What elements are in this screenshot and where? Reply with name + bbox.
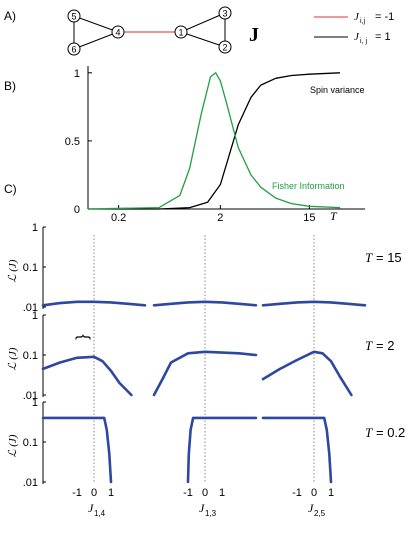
panel-c-y-tick-label: .01 bbox=[23, 477, 38, 489]
node-2-label: 2 bbox=[222, 43, 227, 53]
likelihood-curve bbox=[186, 416, 258, 484]
panel-c-y-tick-label: 0.1 bbox=[23, 437, 38, 449]
panel-c-y-tick-label: .01 bbox=[23, 390, 38, 402]
panel-c-x-tick-label: -1 bbox=[292, 487, 302, 499]
series-label-spin-variance: Spin variance bbox=[310, 85, 365, 95]
panel-c-x-axis-symbol: J bbox=[199, 501, 205, 515]
likelihood-curve bbox=[41, 355, 133, 397]
panel-b-chart: Spin variance Fisher Information T 0.2 2 1… bbox=[65, 66, 365, 224]
node-2: 2 bbox=[218, 40, 232, 54]
likelihood-curve bbox=[261, 300, 367, 307]
node-5-label: 5 bbox=[71, 12, 76, 22]
likelihood-curve bbox=[41, 300, 147, 307]
legend-value-ferro: = 1 bbox=[375, 31, 391, 43]
panel-c-x-tick-label: 0 bbox=[91, 487, 97, 499]
panel-c-x-axis-subscript: 1,3 bbox=[205, 509, 217, 518]
legend-sub-anti: i,j bbox=[360, 18, 366, 25]
panel-c-x-tick-label: -1 bbox=[183, 487, 193, 499]
node-1-label: 1 bbox=[178, 28, 183, 38]
panel-c-y-tick-label: 1 bbox=[32, 310, 38, 322]
panel-c-y-axis-label: ℒ (J) bbox=[7, 259, 19, 282]
likelihood-curve bbox=[261, 350, 353, 397]
node-3: 3 bbox=[218, 6, 232, 20]
panel-c-x-axis-subscript: 2,5 bbox=[314, 509, 326, 518]
panel-c-y-axis-label: ℒ (J) bbox=[7, 434, 19, 457]
row-temperature-value: = 15 bbox=[376, 250, 402, 265]
edge-6-4 bbox=[73, 31, 119, 50]
panel-c-x-tick-label: 1 bbox=[328, 487, 334, 499]
node-5: 5 bbox=[67, 9, 81, 23]
row-temperature-value: = 2 bbox=[376, 338, 394, 353]
row-temperature-symbol: T bbox=[365, 250, 373, 265]
node-6: 6 bbox=[67, 42, 81, 56]
panel-b-x-tick-label: 0.2 bbox=[111, 212, 126, 224]
panel-b-y-tick-label: 0.5 bbox=[65, 136, 80, 148]
edge-1-3 bbox=[180, 12, 226, 33]
panel-a-label: A) bbox=[4, 9, 16, 23]
likelihood-curve bbox=[41, 416, 113, 484]
node-6-label: 6 bbox=[71, 45, 76, 55]
panel-c-x-axis-subscript: 1,4 bbox=[94, 509, 106, 518]
node-4-label: 4 bbox=[115, 28, 120, 38]
row-temperature-symbol: T bbox=[365, 425, 373, 440]
panel-c-y-axis-label: ℒ (J) bbox=[7, 347, 19, 370]
series-label-fisher: Fisher Information bbox=[272, 181, 345, 191]
edge-1-2 bbox=[180, 31, 226, 48]
legend: J i,j = -1 J i, j = 1 bbox=[314, 11, 394, 45]
legend-symbol-anti: J bbox=[354, 11, 360, 23]
series-line-spin-variance bbox=[88, 72, 341, 210]
legend-symbol-ferro: J bbox=[354, 31, 360, 43]
panel-b-y-tick-label: 0 bbox=[74, 204, 80, 216]
row-temperature-value: = 0.2 bbox=[376, 425, 405, 440]
panel-c-x-axis-symbol: J bbox=[88, 501, 94, 515]
likelihood-curve bbox=[152, 300, 258, 307]
panel-c-x-tick-label: 0 bbox=[202, 487, 208, 499]
panel-c-y-tick-label: 0.1 bbox=[23, 350, 38, 362]
panel-c-x-tick-label: 0 bbox=[311, 487, 317, 499]
panel-c-y-tick-label: .01 bbox=[23, 302, 38, 314]
panel-c-x-tick-label: 1 bbox=[108, 487, 114, 499]
matrix-label: J bbox=[249, 24, 259, 46]
panel-b-x-tick-label: 15 bbox=[303, 212, 315, 224]
panel-c-chart: 1 0.1 .01 ℒ (J) T = 15 1 0.1 .01 ℒ (J) T = 2 1 0.1.… bbox=[7, 222, 405, 518]
node-4: 4 bbox=[111, 25, 125, 39]
panel-c-y-tick-label: 1 bbox=[32, 222, 38, 234]
panel-c-y-tick-label: 0.1 bbox=[23, 262, 38, 274]
panel-c-y-tick-label: 1 bbox=[32, 397, 38, 409]
likelihood-curve bbox=[261, 416, 333, 484]
legend-value-anti: = -1 bbox=[375, 11, 394, 23]
node-1: 1 bbox=[174, 25, 188, 39]
panel-c-label: C) bbox=[4, 182, 17, 196]
coupling-graph: 5 6 4 1 3 2 bbox=[67, 6, 232, 56]
panel-b-x-tick-label: 2 bbox=[217, 212, 223, 224]
panel-b-y-tick-label: 1 bbox=[74, 68, 80, 80]
brace-marker: { bbox=[75, 334, 92, 340]
series-line-fisher-information bbox=[87, 72, 341, 210]
row-temperature-symbol: T bbox=[365, 338, 373, 353]
panel-b-label: B) bbox=[4, 79, 16, 93]
panel-b-x-axis-symbol: T bbox=[330, 209, 338, 223]
edge-5-4 bbox=[73, 15, 119, 33]
node-3-label: 3 bbox=[222, 9, 227, 19]
panel-c-x-tick-label: -1 bbox=[72, 487, 82, 499]
panel-c-x-axis-symbol: J bbox=[308, 501, 314, 515]
likelihood-curve bbox=[152, 350, 258, 397]
legend-sub-ferro: i, j bbox=[360, 38, 367, 45]
panel-c-x-tick-label: 1 bbox=[219, 487, 225, 499]
